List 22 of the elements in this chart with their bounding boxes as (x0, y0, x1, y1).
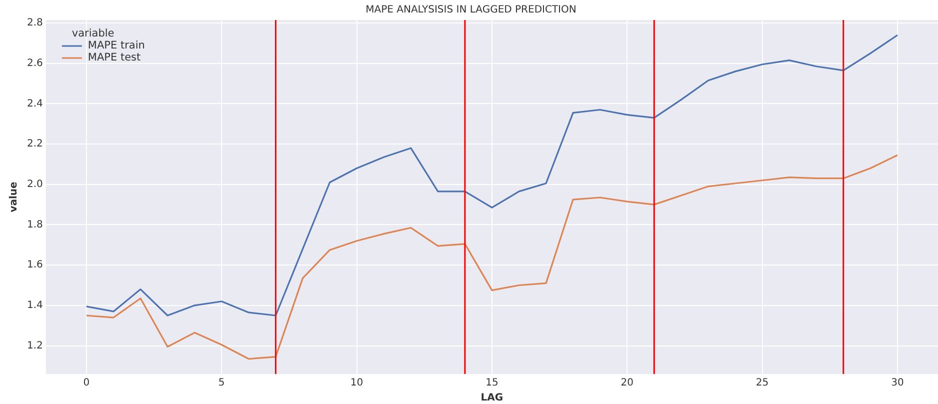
x-tick-label: 30 (891, 378, 904, 389)
legend-label: MAPE test (88, 52, 141, 64)
x-tick-label: 5 (218, 378, 225, 389)
x-tick-label: 15 (486, 378, 498, 389)
x-tick-label: 25 (756, 378, 769, 389)
y-tick-label: 2.8 (26, 18, 43, 29)
legend-label: MAPE train (88, 40, 145, 52)
x-axis-title: LAG (480, 392, 504, 404)
x-tick-label: 0 (83, 378, 90, 389)
y-tick-label: 2.6 (26, 58, 43, 69)
chart-title: MAPE ANALYSISIS IN LAGGED PREDICTION (366, 4, 576, 16)
legend-title: variable (72, 28, 114, 40)
y-tick-label: 2.4 (26, 98, 43, 110)
y-tick-label: 1.2 (26, 340, 43, 352)
y-axis-title: value (8, 181, 20, 212)
y-tick-label: 1.4 (26, 300, 43, 312)
x-tick-label: 10 (350, 378, 364, 389)
x-tick-label: 20 (620, 378, 634, 389)
y-tick-label: 1.6 (26, 260, 43, 271)
y-tick-label: 2.2 (26, 138, 43, 150)
y-tick-label: 2.0 (26, 178, 43, 190)
y-tick-label: 1.8 (26, 219, 43, 230)
